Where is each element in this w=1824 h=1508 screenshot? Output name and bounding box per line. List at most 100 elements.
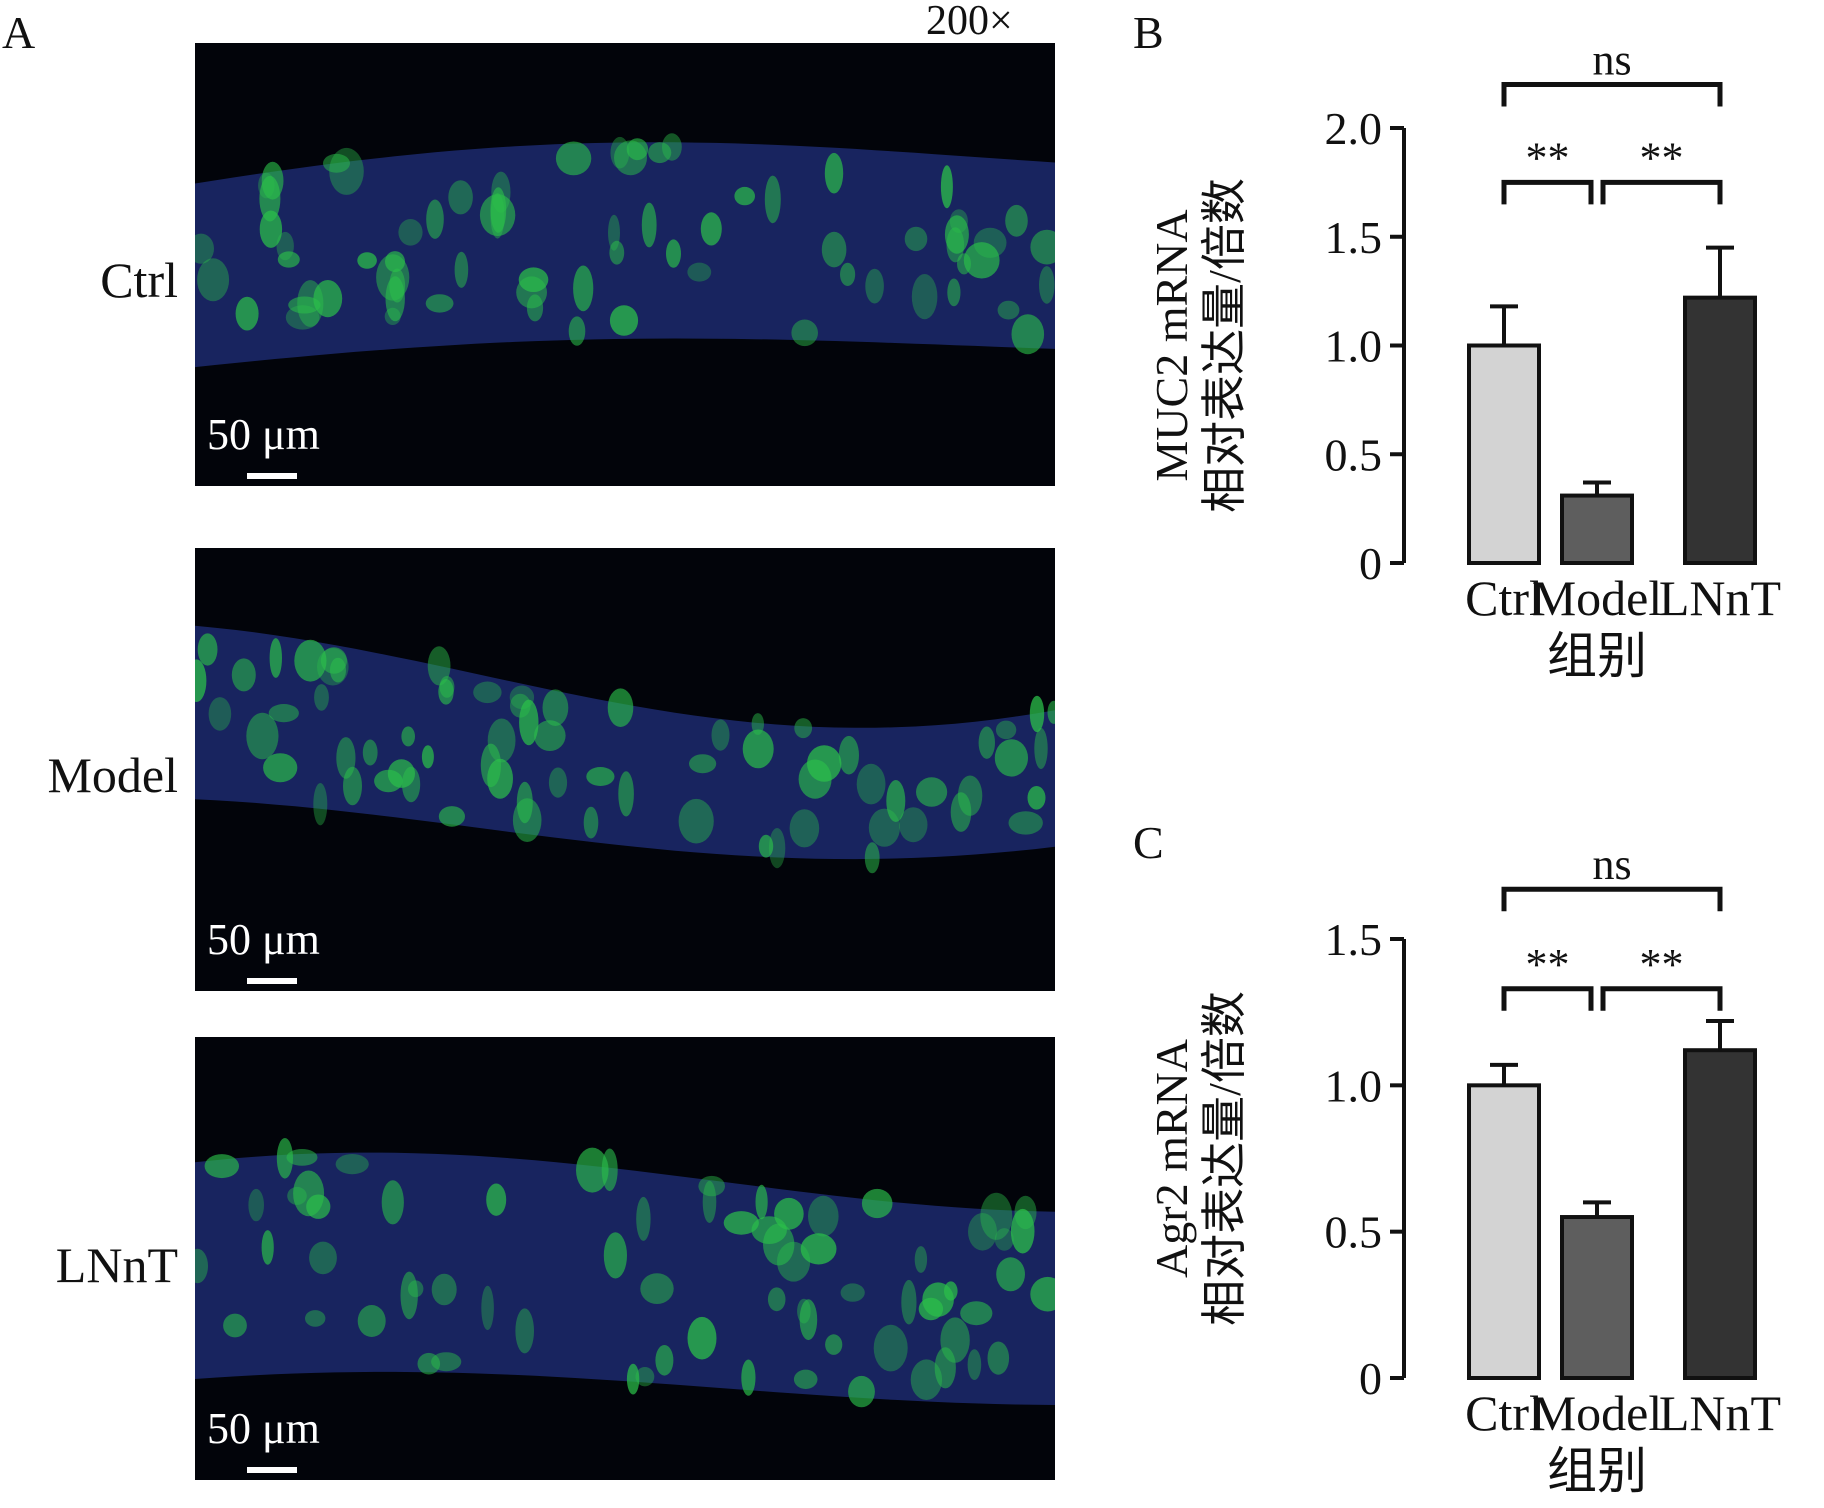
goblet-cell-stain — [357, 1305, 386, 1337]
goblet-cell-stain — [968, 1213, 997, 1251]
goblet-cell-stain — [195, 233, 214, 264]
goblet-cell-stain — [789, 809, 820, 848]
micrograph-lnnt: 50 μm — [195, 1037, 1055, 1480]
goblet-cell-stain — [343, 766, 362, 806]
significance-bracket — [1501, 82, 1723, 107]
goblet-cell-stain — [268, 704, 299, 723]
goblet-cell-stain — [978, 726, 995, 759]
goblet-cell-stain — [1034, 727, 1048, 770]
goblet-cell-stain — [197, 258, 230, 302]
goblet-cell-stain — [967, 1349, 982, 1380]
goblet-cell-stain — [840, 262, 856, 286]
bar-model — [1560, 493, 1634, 566]
bar-model — [1560, 1215, 1634, 1380]
goblet-cell-stain — [666, 239, 681, 268]
goblet-cell-stain — [277, 251, 300, 268]
scale-bar — [247, 1467, 297, 1473]
goblet-cell-stain — [421, 745, 434, 769]
significance-bracket — [1501, 886, 1723, 912]
y-tick-label: 1.5 — [1325, 914, 1383, 965]
goblet-cell-stain — [568, 316, 586, 346]
goblet-cell-stain — [293, 1170, 325, 1217]
goblet-cell-stain — [427, 646, 451, 686]
scale-bar — [247, 473, 297, 479]
goblet-cell-stain — [381, 1180, 404, 1225]
panel-c-letter: C — [1133, 817, 1164, 868]
goblet-cell-stain — [635, 1367, 655, 1387]
goblet-cell-stain — [973, 227, 1007, 258]
significance-label: ns — [1592, 36, 1631, 85]
x-axis-label: 组别 — [1547, 1443, 1647, 1499]
goblet-cell-stain — [1030, 1276, 1055, 1312]
goblet-cell-stain — [808, 1195, 839, 1237]
significance-label: ** — [1526, 940, 1570, 989]
goblet-cell-stain — [542, 689, 569, 726]
x-tick-label: Ctrl — [1465, 570, 1543, 626]
goblet-cell-stain — [481, 1285, 494, 1331]
goblet-cell-stain — [286, 1149, 318, 1166]
goblet-cell-stain — [768, 828, 786, 869]
goblet-cell-stain — [516, 781, 533, 824]
significance-bracket — [1501, 986, 1594, 1011]
goblet-cell-stain — [297, 280, 324, 327]
tissue-region — [195, 142, 1055, 368]
scale-bar-label: 50 μm — [207, 915, 320, 964]
goblet-cell-stain — [873, 1324, 908, 1372]
goblet-cell-stain — [263, 753, 298, 783]
goblet-cell-stain — [438, 806, 465, 827]
goblet-cell-stain — [583, 806, 599, 839]
goblet-cell-stain — [1039, 266, 1055, 304]
goblet-cell-stain — [486, 1183, 507, 1216]
goblet-cell-stain — [947, 278, 961, 307]
goblet-cell-stain — [480, 743, 501, 788]
y-tick-label: 1.0 — [1325, 321, 1383, 372]
goblet-cell-stain — [1030, 229, 1055, 265]
goblet-cell-stain — [603, 1232, 627, 1279]
goblet-cell-stain — [454, 251, 469, 288]
goblet-cell-stain — [401, 726, 415, 747]
goblet-cell-stain — [288, 296, 321, 314]
y-axis-label-line2: 相对表达量/倍数 — [1199, 178, 1250, 513]
goblet-cell-stain — [711, 719, 730, 751]
goblet-cell-stain — [246, 712, 279, 760]
goblet-cell-stain — [910, 1359, 943, 1400]
goblet-cell-stain — [957, 775, 983, 816]
goblet-cell-stain — [534, 720, 566, 751]
goblet-cell-stain — [807, 745, 842, 782]
significance-label: ** — [1640, 940, 1684, 989]
goblet-cell-stain — [473, 681, 502, 704]
goblet-cell-stain — [609, 240, 625, 265]
goblet-cell-stain — [526, 294, 544, 322]
x-tick-label: Model — [1532, 570, 1663, 626]
goblet-cell-stain — [479, 194, 516, 237]
goblet-cell-stain — [640, 1273, 674, 1304]
goblet-cell-stain — [767, 1287, 786, 1312]
goblet-cell-stain — [519, 699, 539, 746]
panel-a-letter: A — [2, 7, 36, 58]
goblet-cell-stain — [1027, 786, 1046, 810]
scale-bar — [247, 978, 297, 984]
y-axis-label-line1: Agr2 mRNA — [1146, 1039, 1197, 1278]
goblet-cell-stain — [914, 1246, 928, 1273]
goblet-cell-stain — [195, 1248, 208, 1284]
goblet-cell-stain — [791, 319, 818, 347]
goblet-cell-stain — [294, 639, 327, 682]
goblet-cell-stain — [317, 648, 349, 686]
goblet-cell-stain — [276, 231, 294, 261]
goblet-cell-stain — [824, 152, 844, 194]
goblet-cell-stain — [980, 1192, 1013, 1240]
goblet-cell-stain — [248, 1188, 264, 1222]
goblet-cell-stain — [687, 1316, 717, 1360]
bar-ctrl — [1467, 1083, 1541, 1380]
goblet-cell-stain — [899, 807, 928, 843]
goblet-cell-stain — [555, 141, 592, 176]
goblet-cell-stain — [636, 1196, 651, 1241]
goblet-cell-stain — [609, 305, 639, 336]
goblet-cell-stain — [1010, 1208, 1035, 1254]
row-label-lnnt: LNnT — [55, 1237, 178, 1293]
goblet-cell-stain — [918, 1297, 944, 1321]
goblet-cell-stain — [797, 1298, 811, 1324]
goblet-cell-stain — [901, 1279, 917, 1325]
goblet-cell-stain — [1008, 811, 1043, 835]
significance-bracket — [1600, 986, 1723, 1011]
